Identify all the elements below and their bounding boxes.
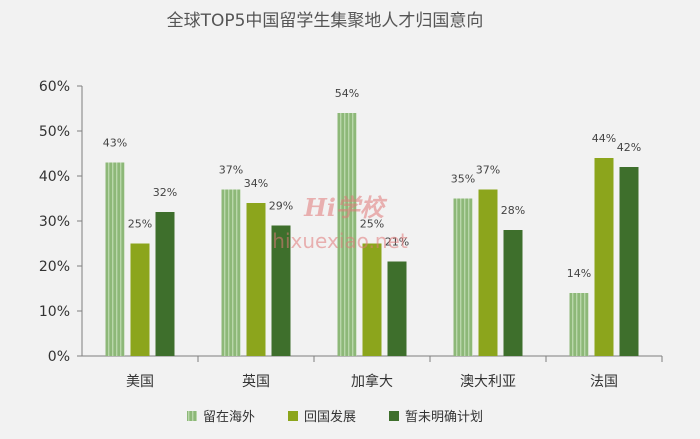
bar — [271, 225, 291, 356]
legend-label: 暂未明确计划 — [405, 410, 483, 425]
data-labels: 43%25%32%37%34%29%54%25%21%35%37%28%14%4… — [103, 87, 641, 280]
data-label: 43% — [103, 137, 127, 150]
bar — [569, 293, 589, 356]
legend-swatch — [389, 411, 399, 421]
y-tick-label: 50% — [39, 124, 70, 140]
legend-swatch — [187, 411, 197, 421]
data-label: 14% — [567, 267, 591, 280]
bar — [478, 189, 498, 356]
bar — [130, 243, 150, 356]
data-label: 37% — [219, 164, 243, 177]
bar — [105, 162, 125, 356]
bar — [246, 203, 266, 356]
bar — [337, 113, 357, 356]
y-tick-label: 0% — [48, 349, 70, 365]
bar — [362, 243, 382, 356]
x-category-label: 美国 — [126, 374, 154, 390]
y-tick-label: 40% — [39, 169, 70, 185]
x-category-label: 加拿大 — [351, 373, 393, 390]
watermark: Hi学校 hixuexiao.net — [272, 193, 408, 253]
data-label: 42% — [617, 141, 641, 154]
bar — [387, 261, 407, 356]
data-label: 54% — [335, 87, 359, 100]
bar — [453, 198, 473, 356]
bar — [221, 189, 241, 356]
y-tick-label: 20% — [39, 259, 70, 275]
data-label: 44% — [592, 132, 616, 145]
legend-label: 回国发展 — [304, 409, 356, 425]
data-label: 29% — [269, 200, 293, 213]
bar — [594, 158, 614, 356]
legend-label: 留在海外 — [203, 410, 255, 425]
x-category-label: 英国 — [242, 373, 270, 390]
bar — [503, 230, 523, 356]
data-label: 37% — [476, 164, 500, 177]
x-category-label: 法国 — [590, 374, 618, 390]
bars — [105, 113, 639, 356]
y-tick-label: 30% — [39, 214, 70, 230]
legend-swatch — [288, 411, 298, 421]
x-category-label: 澳大利亚 — [460, 374, 516, 390]
y-tick-label: 10% — [39, 304, 70, 320]
data-label: 28% — [501, 204, 525, 217]
data-label: 34% — [244, 177, 268, 190]
data-label: 25% — [360, 218, 384, 231]
chart-title: 全球TOP5中国留学生集聚地人才归国意向 — [167, 11, 484, 31]
data-label: 32% — [153, 186, 177, 199]
data-label: 35% — [451, 173, 475, 186]
data-label: 25% — [128, 218, 152, 231]
bar — [155, 212, 175, 356]
data-label: 21% — [385, 236, 409, 249]
watermark-logo: Hi学校 — [303, 193, 388, 222]
watermark-text: hixuexiao.net — [272, 229, 408, 253]
legend: 留在海外 回国发展 暂未明确计划 — [187, 409, 483, 425]
bar — [619, 167, 639, 356]
axes: 0% 10% 20% 30% 40% 50% 60% 美国 英国 加拿大 澳大利亚 法国 — [39, 79, 663, 390]
y-tick-label: 60% — [39, 79, 70, 95]
